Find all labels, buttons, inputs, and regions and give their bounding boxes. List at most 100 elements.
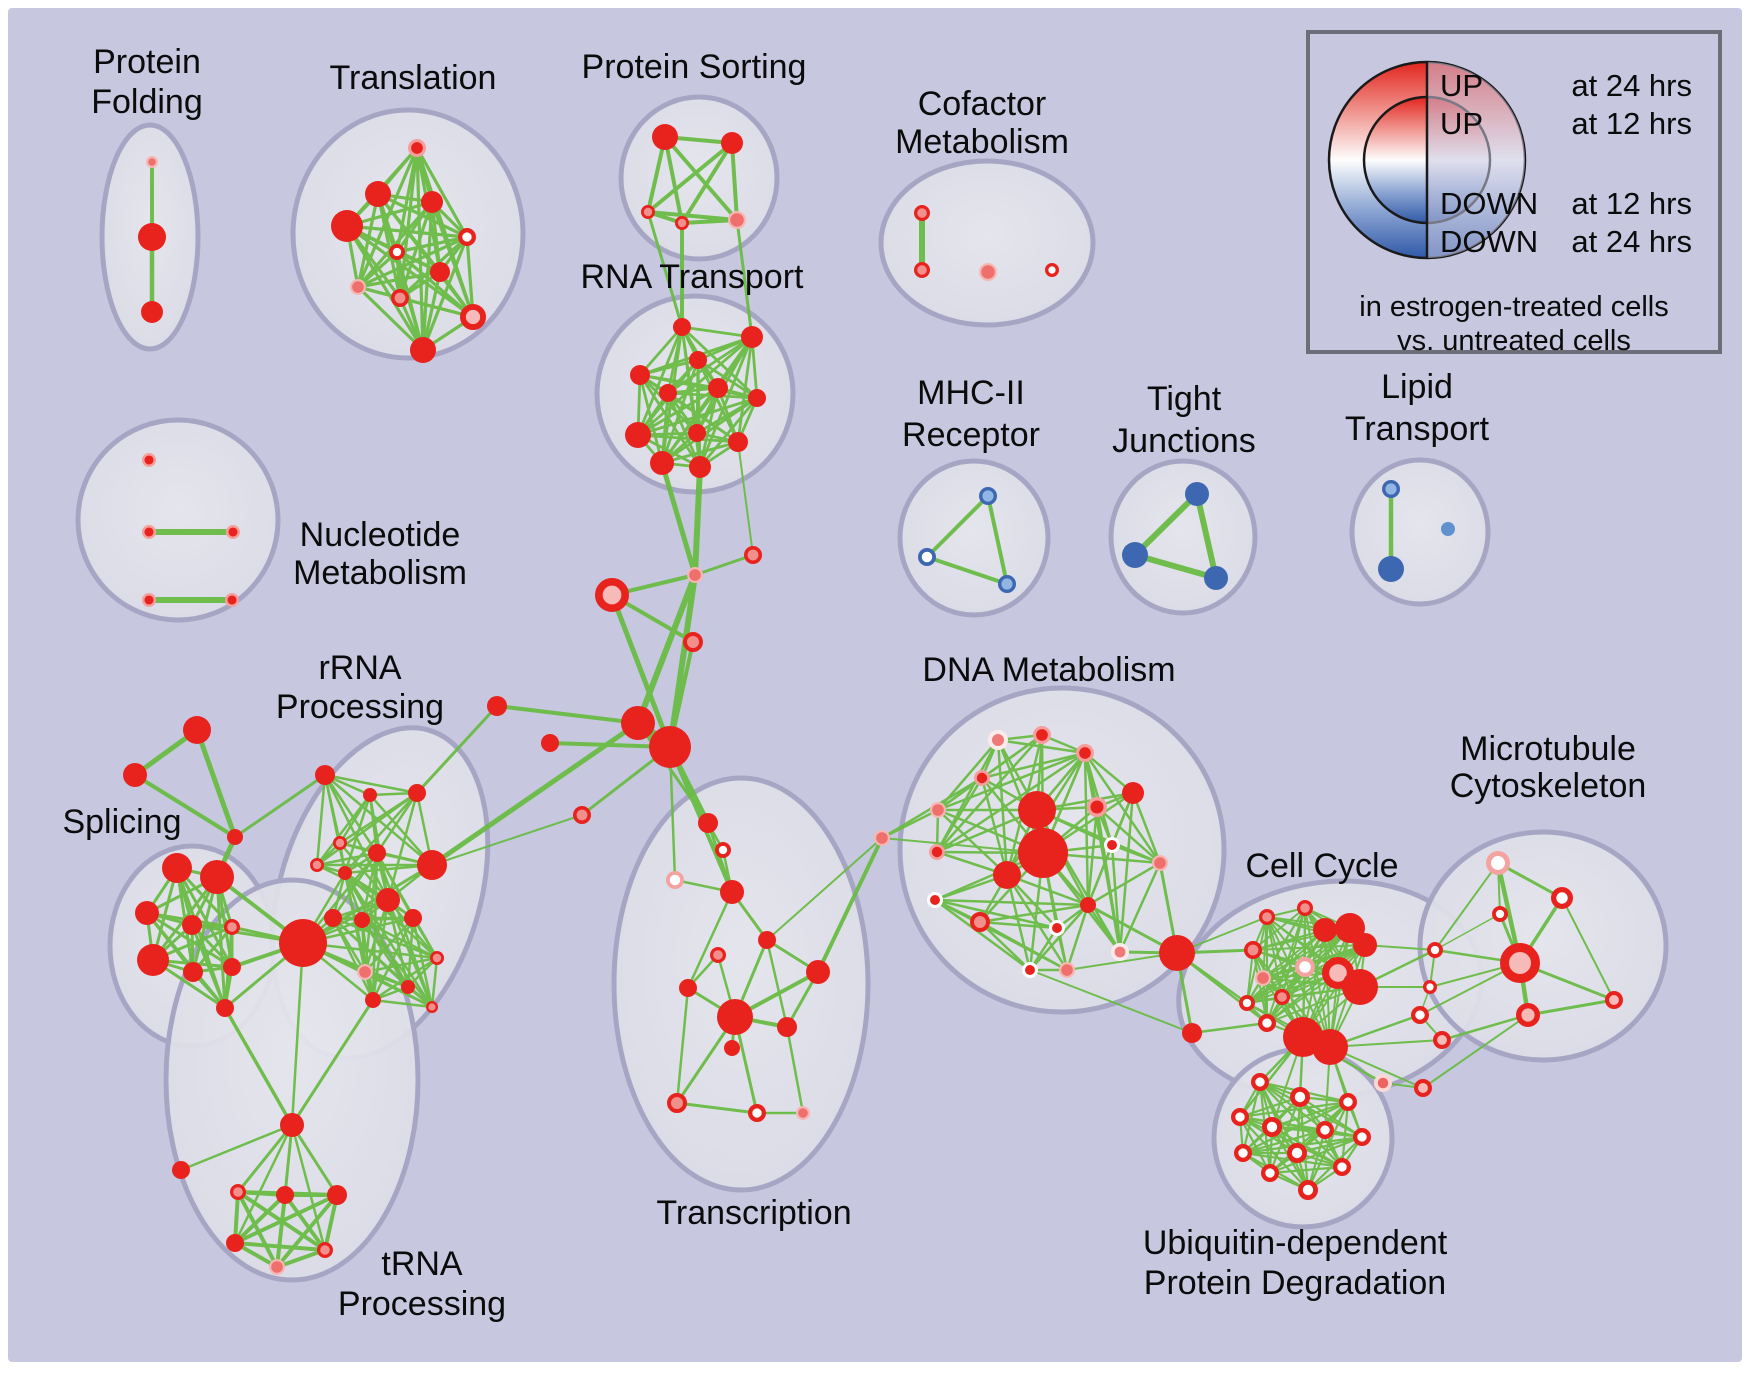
network-node-dm18 [1022,962,1039,979]
network-edge [290,1123,339,1197]
network-edge [371,898,390,1002]
network-node-ub5 [1316,1121,1335,1140]
cluster-label-cofactor-metabolism: Metabolism [895,123,1069,161]
network-edge [636,396,759,437]
legend-caption-line-0: in estrogen-treated cells [1359,291,1669,323]
network-edge [680,325,754,339]
network-node-ps1 [721,132,743,154]
network-edge [935,776,984,854]
network-edge [275,1193,339,1269]
network-edge [356,146,419,289]
cluster-label-translation: Translation [330,59,497,97]
network-edge [978,903,1090,924]
network-edge [283,1193,327,1252]
network-node-ub8 [1287,1143,1308,1164]
network-node-tn5 [226,1234,244,1252]
network-edge [275,1193,287,1269]
network-edge [1496,861,1564,900]
cluster-label-lipid-transport: Lipid [1381,368,1453,406]
network-node-tx8 [717,999,753,1035]
network-edge [1270,1125,1344,1169]
network-node-sp0 [162,853,192,883]
network-node-dm19 [1058,961,1075,978]
network-edge [986,494,1009,586]
network-edge [190,923,227,1010]
cluster-label-protein-folding: Protein [93,43,201,81]
network-node-tj1 [1122,542,1148,568]
network-node-v0 [686,566,703,583]
network-node-dm13 [929,844,946,861]
network-edge [925,555,1009,586]
network-node-tx11 [667,1093,687,1113]
network-edge [290,941,305,1127]
network-node-v2 [743,545,762,564]
network-node-st2 [227,829,243,845]
network-edge [275,1248,327,1269]
network-node-ub4 [1262,1117,1283,1138]
network-node-ub10 [1261,1164,1280,1183]
network-node-tj0 [1185,482,1209,506]
network-node-rr5 [368,844,386,862]
network-node-cc16 [1423,979,1438,994]
network-node-tr5 [389,243,406,260]
network-node-mh1 [918,548,937,567]
cluster-label-mhc-ii-receptor: MHC-II [917,374,1025,412]
network-edge [233,1193,339,1245]
network-node-ub1 [1290,1087,1311,1108]
network-node-tn4 [327,1185,347,1205]
cluster-label-nucleotide-metabolism: Metabolism [293,554,467,592]
network-edge [495,704,640,725]
network-edge [1083,751,1162,865]
legend-direction-label-0: UP [1440,68,1483,103]
network-node-dm3 [1075,744,1094,763]
network-node-rt6 [748,389,766,407]
network-edge [323,773,419,795]
network-edge [1132,491,1200,558]
network-node-dm6 [1087,797,1107,817]
network-edge [1175,951,1269,1025]
network-edge [363,956,439,974]
network-node-tx4 [758,931,776,949]
network-edge [1132,552,1219,581]
network-node-cf1 [913,262,930,279]
network-node-sp2 [135,901,159,925]
network-edge [816,836,884,974]
cluster-ellipse-transcription [611,775,871,1193]
cluster-ellipse-mhc-ii-receptor [897,458,1051,618]
network-node-tn7 [269,1258,286,1275]
network-node-dm0 [873,829,890,846]
network-edge [1262,944,1366,979]
legend-direction-label-2: DOWN [1440,186,1538,221]
cluster-label-tight-junctions: Junctions [1112,422,1256,460]
network-node-rr15 [401,980,415,994]
network-edge [194,727,238,840]
network-node-tx3 [720,880,744,904]
network-node-rr1 [363,788,377,802]
network-node-tn2 [230,1183,247,1200]
network-edge [1268,1100,1350,1175]
network-edge [636,721,710,825]
network-node-v7 [572,805,591,824]
network-edge [1252,949,1268,1024]
network-edge [636,386,720,437]
network-edge [1246,966,1306,1004]
network-edge [935,733,1044,854]
network-node-sp3 [182,915,202,935]
network-node-pf2 [141,301,163,323]
cluster-label-ubiquitin-degradation: Ubiquitin-dependent [1143,1224,1448,1262]
cluster-ellipse-microtubule-cytoskeleton [1417,829,1669,1063]
network-node-mh2 [998,575,1017,594]
network-edge [395,250,475,319]
network-node-dm7 [1122,782,1144,804]
network-node-sp5 [137,944,169,976]
network-edge [133,773,237,839]
network-edge [356,285,425,352]
network-node-dm22 [1182,1023,1202,1043]
network-node-rr14 [357,963,374,980]
cluster-label-lipid-transport: Transport [1345,410,1490,448]
network-node-tj2 [1204,566,1228,590]
network-node-mt5 [1515,1003,1540,1028]
network-node-nm3 [142,592,157,607]
network-edge [978,920,1069,972]
network-node-tx12 [747,1104,766,1123]
